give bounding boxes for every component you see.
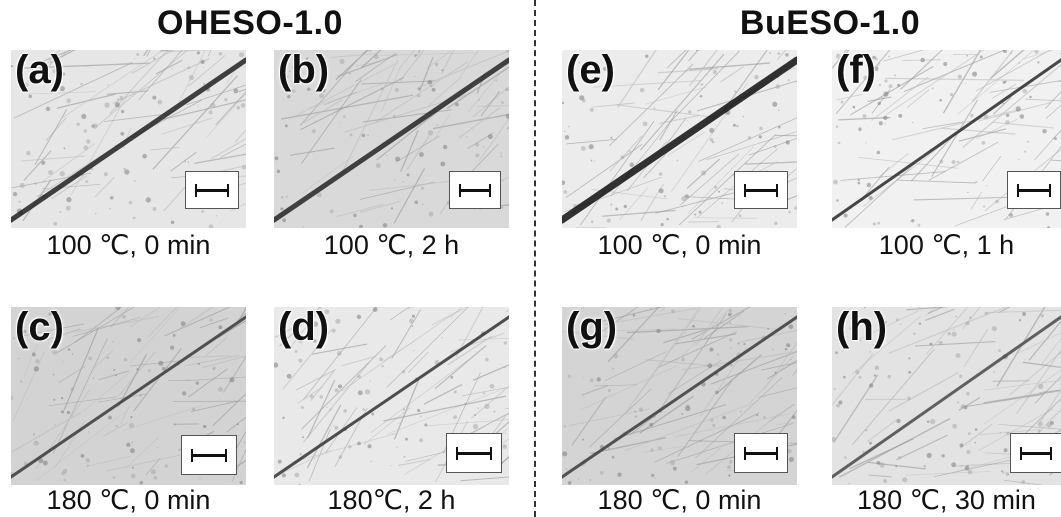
scale-bar (1020, 447, 1052, 460)
scale-bar (191, 449, 227, 462)
scale-bar (195, 184, 229, 197)
panel-label: (b) (278, 50, 330, 92)
panel-label: (c) (15, 307, 64, 349)
scale-bar (744, 447, 778, 460)
micrograph-panel: (f) (832, 50, 1061, 228)
panel-label: (d) (278, 307, 330, 349)
panel-caption: 180 ℃, 0 min (597, 485, 762, 515)
micrograph-panel: (a) (11, 50, 246, 228)
panel-caption: 100 ℃, 2 h (323, 230, 460, 260)
micrograph-panel: (g) (562, 307, 797, 485)
panel-caption: 180℃, 2 h (327, 485, 456, 515)
scale-bar-box (734, 433, 788, 473)
panel-label: (e) (566, 50, 615, 92)
panel-caption: 100 ℃, 0 min (597, 230, 762, 260)
scale-bar (459, 184, 491, 197)
group-title-oheso: OHESO-1.0 (157, 4, 343, 42)
micrograph-panel: (e) (562, 50, 797, 228)
scale-bar (456, 447, 492, 460)
panel-caption: 180 ℃, 30 min (857, 485, 1036, 515)
panel-caption: 180 ℃, 0 min (46, 485, 211, 515)
scale-bar (1017, 184, 1051, 197)
panel-label: (a) (15, 50, 64, 92)
scale-bar-box (181, 435, 237, 475)
scale-bar-box (449, 171, 501, 209)
micrograph-panel: (h) (832, 307, 1061, 485)
scale-bar-box (734, 171, 788, 209)
panel-label: (g) (566, 307, 618, 349)
micrograph-panel: (c) (11, 307, 246, 485)
scale-bar (744, 184, 778, 197)
scale-bar-box (185, 171, 239, 209)
scale-bar-box (1007, 171, 1061, 209)
panel-label: (f) (836, 50, 876, 92)
panel-label: (h) (836, 307, 888, 349)
dashed-divider (534, 0, 536, 517)
panel-caption: 100 ℃, 1 h (878, 230, 1015, 260)
scale-bar-box (1010, 433, 1061, 473)
panel-caption: 100 ℃, 0 min (46, 230, 211, 260)
scale-bar-box (446, 433, 502, 473)
group-title-bueso: BuESO-1.0 (739, 4, 921, 42)
micrograph-panel: (d) (274, 307, 509, 485)
micrograph-panel: (b) (274, 50, 509, 228)
